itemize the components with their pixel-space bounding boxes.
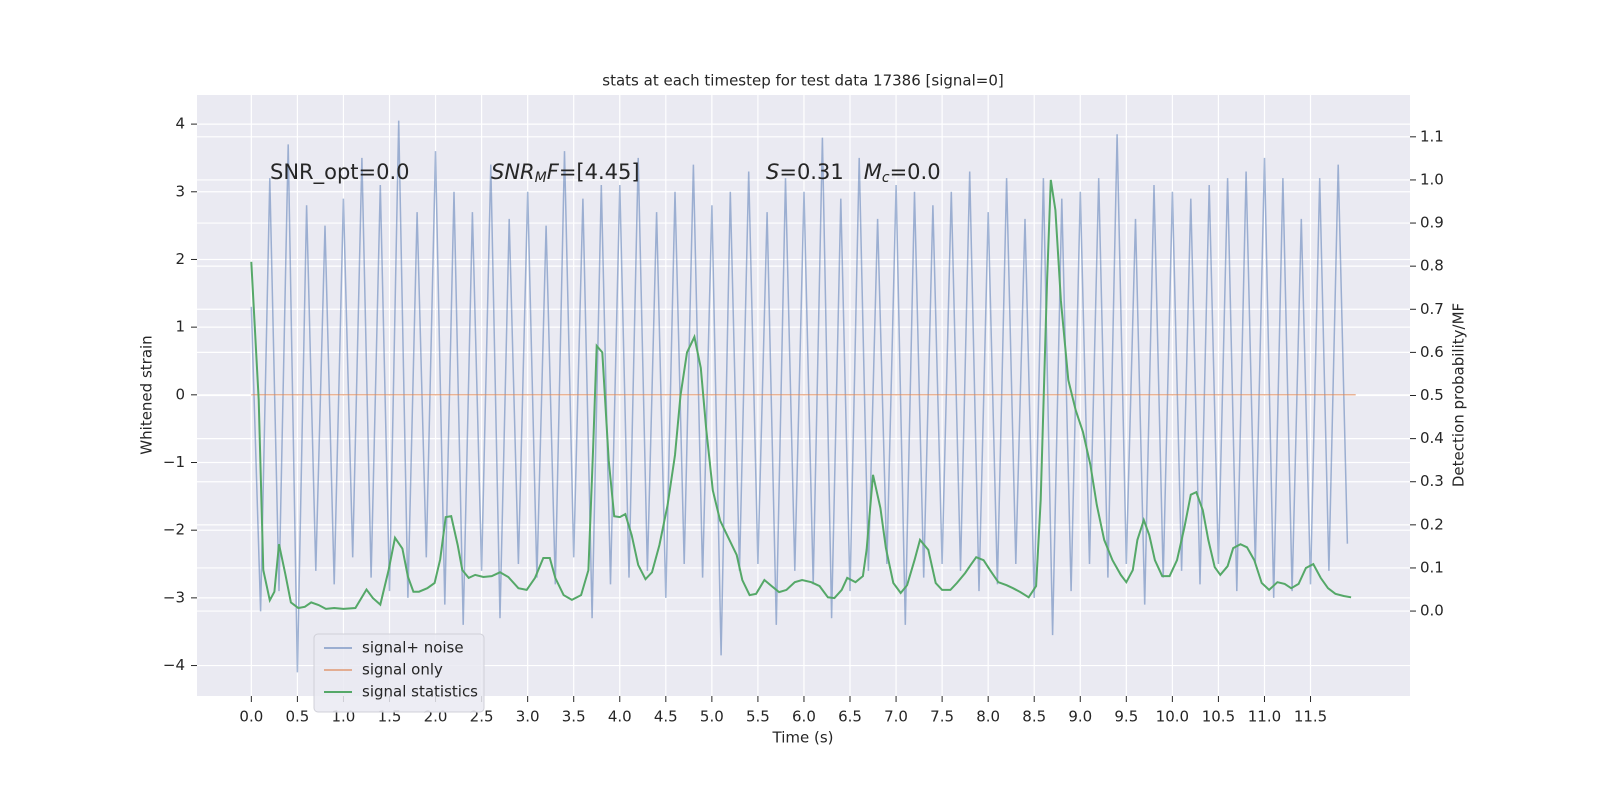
y-tick-label: 0: [175, 385, 185, 403]
y2-tick-label: 0.3: [1420, 472, 1444, 490]
x-tick-label: 10.0: [1156, 708, 1189, 726]
series-line: [250, 179, 1352, 610]
y-tick-label: 2: [175, 250, 185, 268]
annotation: S=0.31 Mc=0.0: [766, 160, 941, 186]
y2-tick-label: 0.9: [1420, 214, 1444, 232]
annotation-part: M: [864, 160, 882, 184]
annotation-part: c: [882, 170, 890, 186]
x-tick-label: 8.5: [1022, 708, 1046, 726]
annotation-part: =0.31: [779, 160, 863, 184]
legend-label: signal only: [362, 661, 443, 679]
y2-tick-label: 1.0: [1420, 170, 1444, 188]
x-tick-label: 7.5: [930, 708, 954, 726]
y2-tick-label: 0.5: [1420, 386, 1444, 404]
annotation-part: SNR_opt=0.0: [270, 160, 410, 185]
y2-tick-label: 0.2: [1420, 515, 1444, 533]
annotation-part: F: [547, 160, 560, 184]
y2-axis-label: Detection probability/MF: [1450, 303, 1468, 487]
x-tick-label: 3.0: [516, 708, 540, 726]
legend-label: signal+ noise: [362, 639, 464, 657]
x-tick-label: 6.0: [792, 708, 816, 726]
annotation-part: =0.0: [890, 160, 941, 184]
x-tick-label: 5.5: [746, 708, 770, 726]
x-tick-label: 9.5: [1114, 708, 1138, 726]
y2-tick-label: 0.8: [1420, 257, 1444, 275]
y-tick-label: −1: [163, 453, 185, 471]
x-tick-label: 0.5: [285, 708, 309, 726]
x-axis-label: Time (s): [772, 729, 834, 747]
x-tick-label: 0.0: [239, 708, 263, 726]
y-axis-label: Whitened strain: [138, 335, 156, 454]
y-tick-label: 1: [175, 318, 185, 336]
y-tick-label: 3: [175, 182, 185, 200]
legend-label: signal statistics: [362, 683, 478, 701]
y2-tick-label: 0.0: [1420, 602, 1444, 620]
y2-tick-label: 1.1: [1420, 127, 1444, 145]
y2-tick-label: 0.1: [1420, 558, 1444, 576]
series-line: [250, 120, 1349, 673]
annotation-part: =[4.45]: [559, 160, 640, 184]
y2-tick-label: 0.4: [1420, 429, 1444, 447]
x-tick-label: 10.5: [1202, 708, 1235, 726]
y2-tick-label: 0.7: [1420, 300, 1444, 318]
annotation-part: M: [535, 170, 547, 186]
x-tick-label: 3.5: [562, 708, 586, 726]
x-tick-label: 9.0: [1068, 708, 1092, 726]
x-tick-label: 6.5: [838, 708, 862, 726]
annotation-part: SNR: [491, 160, 535, 184]
x-tick-label: 8.0: [976, 708, 1000, 726]
legend-box: [313, 633, 485, 713]
x-tick-label: 4.0: [608, 708, 632, 726]
x-tick-label: 11.5: [1294, 708, 1327, 726]
x-tick-label: 11.0: [1248, 708, 1281, 726]
y-tick-label: −3: [163, 588, 185, 606]
annotation: SNR_opt=0.0: [270, 160, 410, 185]
y2-tick-label: 0.6: [1420, 343, 1444, 361]
x-tick-label: 7.0: [884, 708, 908, 726]
y-tick-label: 4: [175, 115, 185, 133]
annotation-part: S: [766, 160, 779, 184]
y-tick-label: −2: [163, 521, 185, 539]
x-tick-label: 5.0: [700, 708, 724, 726]
annotation: SNRMF=[4.45]: [491, 160, 640, 186]
chart-title: stats at each timestep for test data 173…: [602, 72, 1003, 90]
y-tick-label: −4: [163, 656, 185, 674]
x-tick-label: 4.5: [654, 708, 678, 726]
